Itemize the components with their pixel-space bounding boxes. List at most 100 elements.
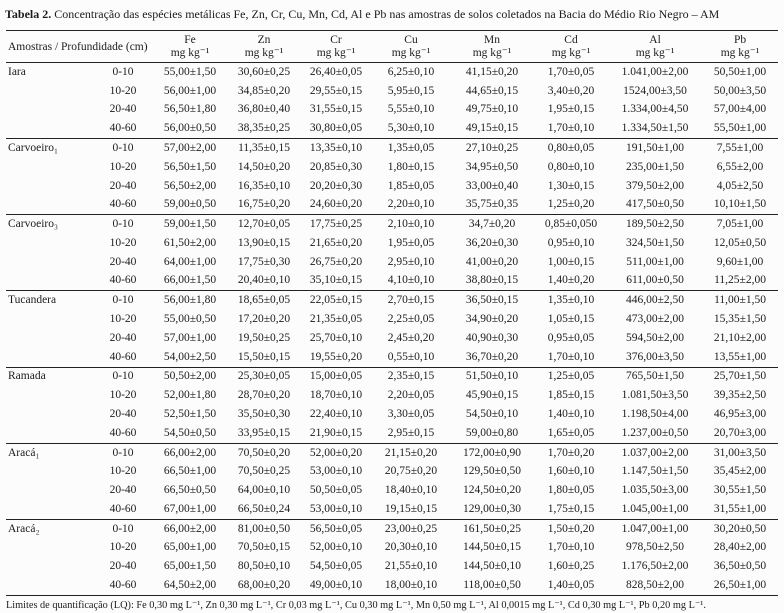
value-cell: 46,95±3,00 xyxy=(713,407,767,420)
value-cell: 1.081,50±3,50 xyxy=(621,389,689,402)
value-cell: 44,65±0,15 xyxy=(465,84,519,97)
value-cell: 64,00±0,10 xyxy=(237,484,291,497)
value-cell: 53,00±0,10 xyxy=(309,465,363,478)
table-row: 20-40 57,00±1,00 19,50±0,25 25,70±0,10 2,45±… xyxy=(6,329,778,348)
value-cell: 19,55±0,20 xyxy=(309,350,363,363)
value-cell: 81,00±0,50 xyxy=(228,518,301,539)
value-cell: 7,55±1,00 xyxy=(702,138,779,158)
value-cell: 21,65±0,20 xyxy=(309,236,363,249)
value-cell: 1,40±0,20 xyxy=(547,274,595,287)
value-cell: 13,90±0,15 xyxy=(237,236,291,249)
value-cell: 36,50±0,50 xyxy=(713,560,767,573)
value-cell: 1.237,00±0,50 xyxy=(621,426,689,439)
table-row: 10-20 56,00±1,00 34,85±0,20 29,55±0,15 5,95±… xyxy=(6,82,778,101)
value-cell: 50,00±3,50 xyxy=(713,84,767,97)
value-cell: 191,50±1,00 xyxy=(608,138,703,158)
depth-cell: 20-40 xyxy=(109,331,137,344)
element-symbol: Pb xyxy=(733,34,747,46)
value-cell: 80,50±0,10 xyxy=(237,560,291,573)
value-cell: 0,80±0,10 xyxy=(547,160,595,173)
element-symbol: Zn xyxy=(257,34,271,46)
value-cell: 39,35±2,50 xyxy=(713,389,767,402)
value-cell: 1.147,50±1,50 xyxy=(621,465,689,478)
depth-cell: 10-20 xyxy=(109,84,137,97)
value-cell: 15,35±1,50 xyxy=(713,313,767,326)
table-row: 20-40 66,50±0,50 64,00±0,10 50,50±0,05 18,40… xyxy=(6,481,778,500)
value-cell: 1.047,00±1,00 xyxy=(608,518,703,539)
unit-label: mg kg⁻¹ xyxy=(720,47,760,59)
depth-cell: 10-20 xyxy=(109,313,137,326)
value-cell: 66,00±2,00 xyxy=(152,442,229,463)
value-cell: 40,90±0,30 xyxy=(465,331,519,344)
value-cell: 17,20±0,20 xyxy=(237,313,291,326)
value-cell: 49,00±0,10 xyxy=(309,578,363,591)
value-cell: 20,75±0,20 xyxy=(384,465,438,478)
value-cell: 1.037,00±2,00 xyxy=(608,442,703,463)
value-cell: 0,95±0,10 xyxy=(547,236,595,249)
value-cell: 55,50±1,00 xyxy=(713,122,767,135)
value-cell: 161,50±0,25 xyxy=(450,518,535,539)
value-cell: 1524,00±3,50 xyxy=(623,84,687,97)
value-cell: 1.035,50±3,00 xyxy=(621,484,689,497)
table-header: Amostras / Profundidade (cm) Fe mg kg⁻¹ Zn… xyxy=(6,30,779,63)
value-cell: 2,95±0,10 xyxy=(387,255,435,268)
depth-cell: 10-20 xyxy=(109,160,137,173)
value-cell: 1,85±0,15 xyxy=(547,389,595,402)
value-cell: 26,75±0,20 xyxy=(309,255,363,268)
value-cell: 26,50±1,00 xyxy=(713,578,767,591)
depth-cell: 20-40 xyxy=(109,255,137,268)
value-cell: 0,85±0,050 xyxy=(534,214,609,235)
value-cell: 29,55±0,15 xyxy=(309,84,363,97)
value-cell: 511,00±1,00 xyxy=(626,255,684,268)
value-cell: 33,00±0,40 xyxy=(465,179,519,192)
value-cell: 20,70±3,00 xyxy=(713,426,767,439)
data-table: Amostras / Profundidade (cm) Fe mg kg⁻¹ Zn… xyxy=(6,30,779,596)
value-cell: 1,30±0,15 xyxy=(547,179,595,192)
depth-cell: 0-10 xyxy=(94,61,153,82)
table-row: 40-60 54,00±2,50 15,50±0,15 19,55±0,20 0,55±… xyxy=(6,348,778,367)
table-row: Carvoeiro₃ 0-10 59,00±1,50 12,70±0,05 17,75±… xyxy=(6,214,779,291)
value-cell: 6,25±0,10 xyxy=(372,61,451,82)
unit-label: mg kg⁻¹ xyxy=(472,47,512,59)
value-cell: 2,95±0,15 xyxy=(387,426,435,439)
value-cell: 66,00±1,50 xyxy=(163,274,217,287)
value-cell: 54,50±0,50 xyxy=(163,426,217,439)
column-header-cu: Cu mg kg⁻¹ xyxy=(372,30,451,63)
value-cell: 15,50±0,15 xyxy=(237,350,291,363)
column-header-pb: Pb mg kg⁻¹ xyxy=(702,30,779,63)
value-cell: 25,70±0,10 xyxy=(309,331,363,344)
value-cell: 17,75±0,25 xyxy=(300,214,373,235)
value-cell: 376,00±3,50 xyxy=(625,350,685,363)
value-cell: 11,00±1,50 xyxy=(702,290,779,311)
value-cell: 54,50±0,10 xyxy=(465,407,519,420)
unit-label: mg kg⁻¹ xyxy=(316,47,356,59)
column-header-fe: Fe mg kg⁻¹ xyxy=(152,30,229,63)
sample-name: Aracá₁ xyxy=(6,442,94,520)
value-cell: 55,00±1,50 xyxy=(152,61,229,82)
value-cell: 1,40±0,05 xyxy=(547,578,595,591)
value-cell: 15,00±0,05 xyxy=(300,366,373,387)
depth-cell: 20-40 xyxy=(109,179,137,192)
table-row: 20-40 56,50±1,80 36,80±0,40 31,55±0,15 5,55±… xyxy=(6,101,778,120)
table-row: Ramada 0-10 50,50±2,00 25,30±0,05 15,00±0,05… xyxy=(6,366,779,444)
element-symbol: Mn xyxy=(484,34,500,46)
value-cell: 1,70±0,05 xyxy=(534,61,609,82)
value-cell: 27,10±0,25 xyxy=(450,138,535,158)
value-cell: 1,00±0,15 xyxy=(547,255,595,268)
value-cell: 1.198,50±4,00 xyxy=(621,407,689,420)
value-cell: 7,05±1,00 xyxy=(702,214,779,235)
value-cell: 21,35±0,05 xyxy=(309,313,363,326)
value-cell: 30,20±0,50 xyxy=(702,518,779,539)
table-row: 20-40 52,50±1,50 35,50±0,30 22,40±0,10 3,30±… xyxy=(6,405,778,424)
value-cell: 30,60±0,25 xyxy=(228,61,301,82)
depth-cell: 0-10 xyxy=(94,442,153,463)
value-cell: 21,90±0,15 xyxy=(309,426,363,439)
value-cell: 3,30±0,05 xyxy=(387,407,435,420)
depth-cell: 40-60 xyxy=(109,122,137,135)
table-row: 40-60 66,00±1,50 20,40±0,10 35,10±0,15 4,10±… xyxy=(6,272,778,291)
sample-name: Aracá₂ xyxy=(6,518,94,596)
value-cell: 2,70±0,15 xyxy=(372,290,451,311)
value-cell: 14,50±0,20 xyxy=(237,160,291,173)
value-cell: 19,15±0,15 xyxy=(384,502,438,515)
value-cell: 2,45±0,20 xyxy=(387,331,435,344)
